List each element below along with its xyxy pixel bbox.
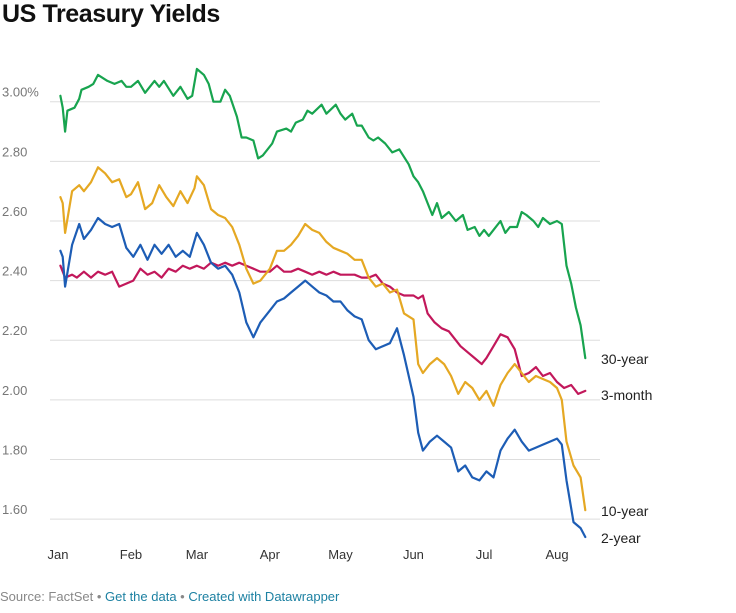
end-label-30-year: 30-year <box>601 351 649 367</box>
get-the-data-link[interactable]: Get the data <box>105 589 177 604</box>
chart-title: US Treasury Yields <box>2 0 220 28</box>
y-tick-label: 2.80 <box>2 144 27 159</box>
y-axis-ticks: 3.00% 2.80 2.60 2.40 2.20 2.00 1.80 1.60 <box>2 85 39 517</box>
x-axis-ticks: Jan Feb Mar Apr May Jun Jul Aug <box>48 547 569 562</box>
y-tick-label: 2.00 <box>2 383 27 398</box>
series-line-2-year <box>59 216 587 539</box>
end-label-10-year: 10-year <box>601 503 649 519</box>
x-tick-label: Jun <box>403 547 424 562</box>
x-tick-label: Apr <box>260 547 281 562</box>
footer-separator: • <box>176 589 189 604</box>
footer: Source: FactSet • Get the data • Created… <box>0 589 339 604</box>
x-tick-label: Jan <box>48 547 69 562</box>
y-tick-label: 2.20 <box>2 323 27 338</box>
y-tick-label: 1.80 <box>2 443 27 458</box>
y-tick-label: 2.60 <box>2 204 27 219</box>
created-with-datawrapper-link[interactable]: Created with Datawrapper <box>188 589 340 604</box>
x-tick-label: Feb <box>120 547 142 562</box>
series-lines <box>59 67 587 539</box>
line-chart: 3.00% 2.80 2.60 2.40 2.20 2.00 1.80 1.60 Jan Feb… <box>2 67 652 562</box>
gridlines <box>50 101 600 520</box>
x-tick-label: Jul <box>476 547 493 562</box>
end-labels: 30-year 3-month 10-year 2-year <box>601 351 652 546</box>
series-line-30-year <box>59 67 587 360</box>
x-tick-label: May <box>328 547 353 562</box>
x-tick-label: Aug <box>545 547 568 562</box>
y-tick-label: 2.40 <box>2 264 27 279</box>
end-label-3-month: 3-month <box>601 387 652 403</box>
footer-separator: • <box>93 589 105 604</box>
x-tick-label: Mar <box>186 547 209 562</box>
end-label-2-year: 2-year <box>601 530 641 546</box>
source-note: Source: FactSet <box>0 589 94 604</box>
series-line-3-month <box>59 261 587 395</box>
y-tick-label: 3.00% <box>2 85 39 100</box>
series-line-10-year <box>59 166 587 512</box>
y-tick-label: 1.60 <box>2 502 27 517</box>
